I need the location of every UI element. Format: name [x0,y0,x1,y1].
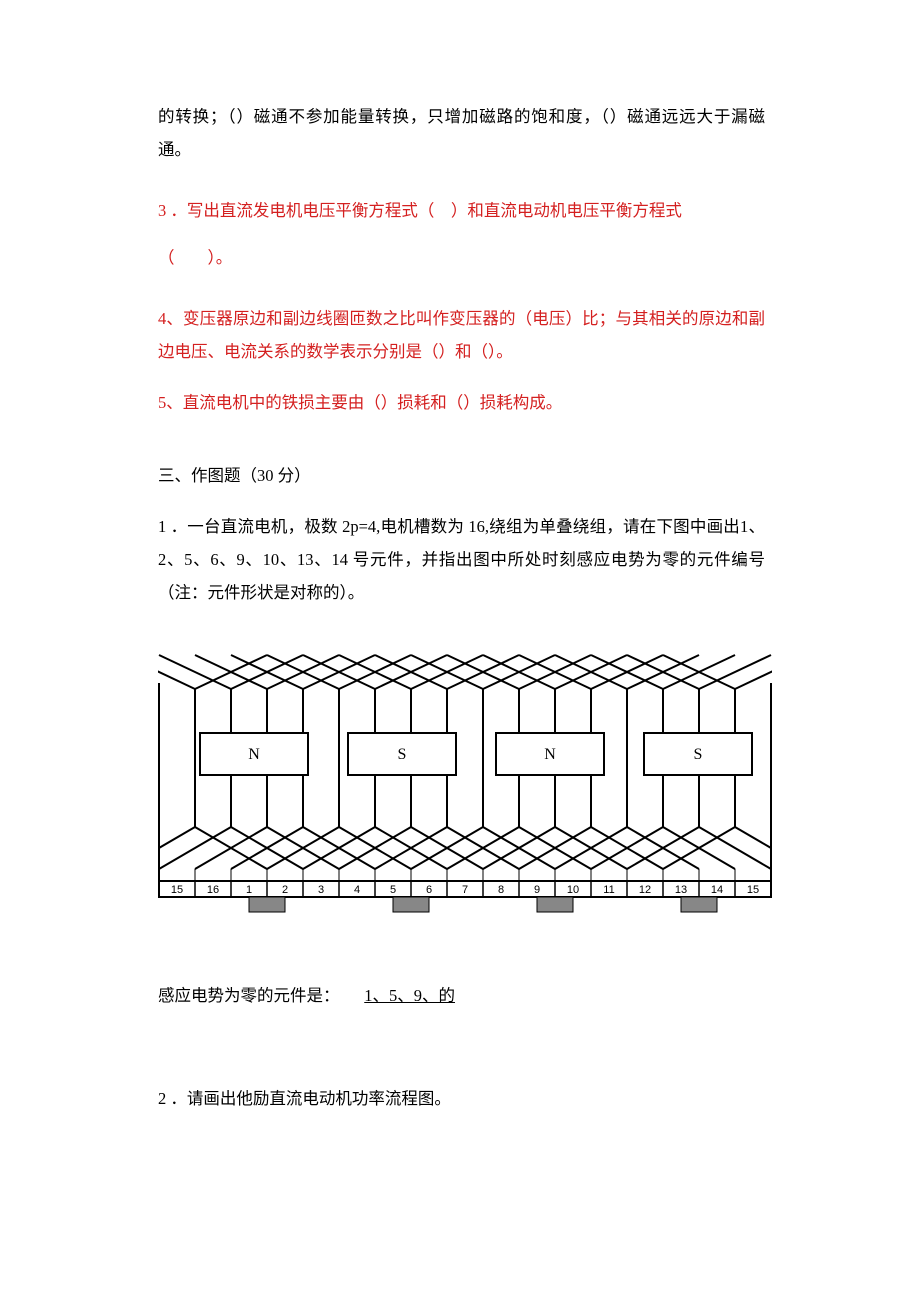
winding-diagram: NSNS1516123456789101112131415 [158,649,772,924]
svg-text:4: 4 [354,884,360,896]
svg-text:9: 9 [534,884,540,896]
svg-text:14: 14 [711,884,723,896]
svg-text:15: 15 [171,884,183,896]
svg-text:3: 3 [318,884,324,896]
svg-text:7: 7 [462,884,468,896]
svg-text:S: S [398,746,407,763]
svg-text:10: 10 [567,884,579,896]
svg-text:1: 1 [246,884,252,896]
svg-text:N: N [248,746,260,763]
question-5: 5、直流电机中的铁损主要由（）损耗和（）损耗构成。 [158,386,765,419]
svg-text:15: 15 [747,884,759,896]
answer-line: 感应电势为零的元件是： 1、5、9、的 [158,979,765,1012]
svg-text:8: 8 [498,884,504,896]
svg-text:6: 6 [426,884,432,896]
question-3-line2: （ ）。 [158,241,765,274]
drawing-question-1: 1 ．一台直流电机，极数 2p=4,电机槽数为 16,绕组为单叠绕组，请在下图中… [158,510,765,609]
document-page: 的转换；（）磁通不参加能量转换，只增加磁路的饱和度，（）磁通远远大于漏磁通。 3… [0,0,920,1175]
svg-text:13: 13 [675,884,687,896]
svg-text:2: 2 [282,884,288,896]
paragraph-continuation: 的转换；（）磁通不参加能量转换，只增加磁路的饱和度，（）磁通远远大于漏磁通。 [158,100,765,166]
winding-svg: NSNS1516123456789101112131415 [158,649,772,919]
svg-text:5: 5 [390,884,396,896]
drawing-question-2: 2 ．请画出他励直流电动机功率流程图。 [158,1082,765,1115]
svg-text:11: 11 [603,884,614,896]
svg-text:12: 12 [639,884,651,896]
svg-text:N: N [544,746,556,763]
svg-text:16: 16 [207,884,219,896]
answer-value: 1、5、9、的 [364,986,455,1005]
svg-text:S: S [694,746,703,763]
question-4: 4、变压器原边和副边线圈匝数之比叫作变压器的（电压）比；与其相关的原边和副边电压… [158,302,765,368]
question-3-line1: 3 ．写出直流发电机电压平衡方程式（ ）和直流电动机电压平衡方程式 [158,194,765,227]
answer-label: 感应电势为零的元件是： [158,986,340,1005]
section-3-heading: 三、作图题（30 分） [158,459,765,492]
